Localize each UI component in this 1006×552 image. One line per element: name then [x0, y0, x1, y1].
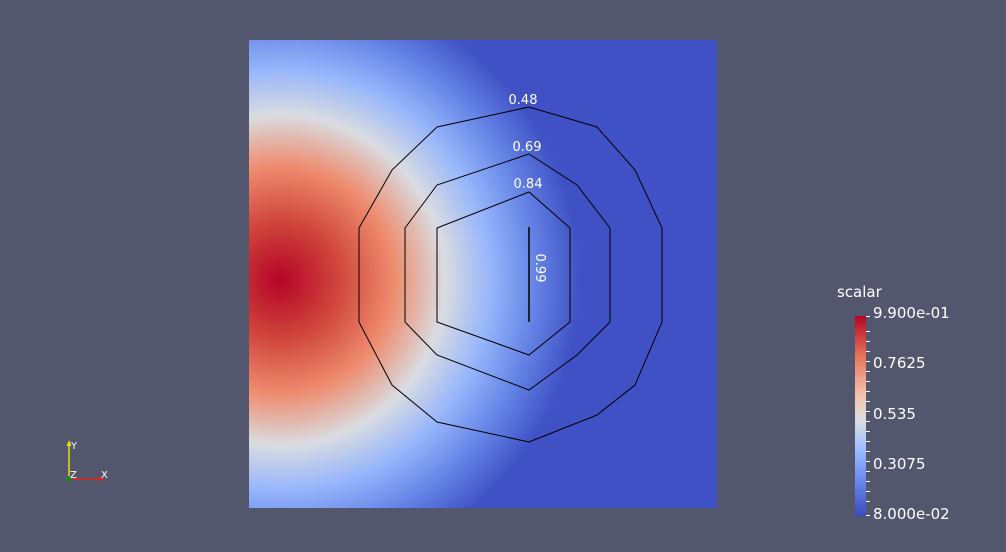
colorbar-tick: [866, 341, 870, 342]
colorbar-tick: [866, 401, 870, 402]
x-axis-label: X: [101, 470, 108, 481]
colorbar-tick: [866, 371, 870, 372]
contour-label-048: 0.48: [509, 93, 538, 108]
colorbar-label-min: 8.000e-02: [873, 505, 950, 523]
z-axis-label: Z: [70, 470, 77, 481]
colorbar-label: 0.3075: [873, 455, 926, 473]
colorbar-tick: [866, 481, 870, 482]
colorbar-tick: [866, 361, 870, 362]
colorbar-tick: [866, 381, 870, 382]
colorbar-tick: [866, 431, 870, 432]
colorbar-tick: [866, 421, 870, 422]
x-axis-arrowhead: [99, 476, 105, 482]
colorbar-label: 0.7625: [873, 354, 926, 372]
contour-label-084: 0.84: [514, 177, 543, 192]
colorbar-gradient: [855, 316, 866, 516]
colorbar-title: scalar: [837, 283, 882, 301]
contour-label-069: 0.69: [513, 140, 542, 155]
y-axis-label: Y: [70, 441, 78, 452]
colorbar-tick: [866, 441, 870, 442]
colorbar-label-max: 9.900e-01: [873, 304, 950, 322]
contour-line-048: [358, 106, 663, 443]
z-axis-dot: [66, 476, 72, 482]
colorbar-tick: [866, 316, 870, 317]
scalar-field-surface[interactable]: [249, 40, 717, 508]
colorbar-tick: [866, 391, 870, 392]
contour-line-069: [404, 153, 611, 391]
colorbar-tick: [866, 411, 870, 412]
colorbar-tick: [866, 351, 870, 352]
contour-line-084: [436, 191, 571, 356]
colorbar-tick: [866, 471, 870, 472]
colorbar-tick: [866, 491, 870, 492]
colorbar-tick: [866, 451, 870, 452]
orientation-axes: Y Z X: [55, 435, 115, 490]
colorbar-tick: [866, 501, 870, 502]
colorbar-tick: [866, 515, 870, 516]
colorbar-label: 0.535: [873, 405, 916, 423]
scalar-colorbar[interactable]: scalar 9.900e-01 0.7625 0.535 0.3075 8.0…: [830, 283, 1000, 528]
colorbar-tick: [866, 331, 870, 332]
colorbar-tick: [866, 461, 870, 462]
contour-label-099: 0.99: [532, 254, 547, 283]
y-axis-arrowhead: [66, 440, 72, 446]
